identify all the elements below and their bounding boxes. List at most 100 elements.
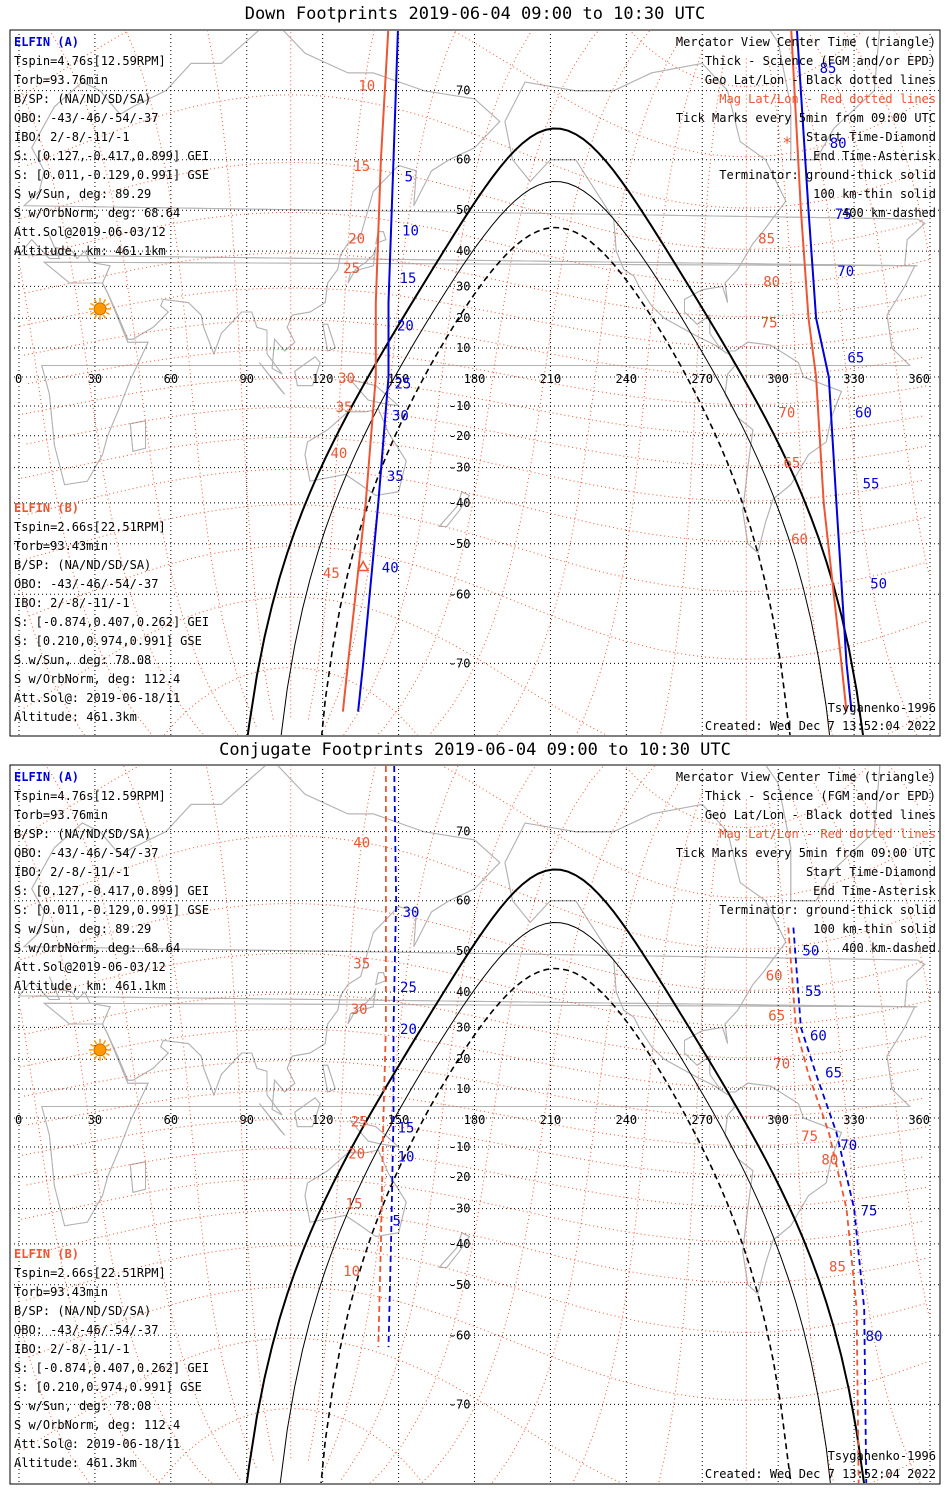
elfin-b-info-line: Torb=93.43min	[14, 1285, 108, 1299]
elfin-a-info-line: Torb=93.76min	[14, 808, 108, 822]
track-elfin-a-west	[357, 31, 399, 712]
track-label-b: 85	[829, 1260, 846, 1276]
lon-tick-label: 330	[843, 1113, 865, 1127]
landmass-outline	[349, 1120, 401, 1148]
track-elfin-b-east	[790, 31, 848, 712]
lat-tick-label: 50	[456, 944, 470, 958]
track-label-a: 55	[863, 476, 880, 492]
mag-grid	[18, 31, 930, 735]
mag-grid	[18, 766, 930, 1483]
legend-block: Mercator View Center Time (triangle) Thic…	[676, 770, 937, 955]
mag-grid-line	[746, 220, 923, 250]
lat-tick-label: -20	[449, 1170, 471, 1184]
mag-grid-line	[629, 31, 747, 87]
elfin-b-info-line: S: [-0.874,0.407,0.262] GEI	[14, 1361, 209, 1375]
mag-grid-line	[746, 1156, 924, 1176]
track-label-a: 60	[810, 1028, 827, 1044]
elfin-a-info-line: Altitude, km: 461.1km	[14, 979, 166, 993]
mag-grid-line	[420, 766, 656, 1483]
elfin-a-info-line: OBO: -43/-46/-54/-37	[14, 111, 159, 125]
track-label-a: 25	[394, 377, 411, 393]
mag-grid-line	[28, 348, 747, 405]
track-label-a: 5	[392, 1214, 400, 1230]
lon-tick-label: 60	[164, 1113, 178, 1127]
lat-tick-label: -10	[449, 399, 471, 413]
lon-tick-label: 360	[908, 372, 930, 386]
mag-grid-line	[19, 266, 154, 735]
sun-ray	[93, 314, 98, 319]
legend-line: Thick - Science (FGM and/or EPD)	[705, 789, 936, 803]
landmass-outline	[41, 261, 916, 486]
lon-tick-label: 300	[767, 1113, 789, 1127]
elfin-b-info-line: IBO: 2/-8/-11/-1	[14, 1342, 130, 1356]
track-label-b: 60	[791, 532, 808, 548]
elfin-b-header: ELFIN (B)	[14, 501, 79, 515]
track-label-b: 20	[348, 231, 365, 247]
lon-tick-label: 30	[88, 1113, 102, 1127]
track-label-b: 60	[766, 969, 783, 985]
track-label-b: 10	[343, 1264, 360, 1280]
sun-disc	[93, 1043, 107, 1057]
panel-title-down: Down Footprints 2019-06-04 09:00 to 10:3…	[244, 4, 706, 24]
track-label-a: 80	[830, 136, 847, 152]
track-label-a: 50	[870, 577, 887, 593]
elfin-b-info-line: S: [0.210,0.974,0.991] GSE	[14, 634, 202, 648]
axis-labels: 0 30 60 90 120 150 180 210 240 270 300 330 360102030…	[15, 825, 930, 1412]
elfin-b-info-line: IBO: 2/-8/-11/-1	[14, 596, 130, 610]
legend-line: Mag Lat/Lon - Red dotted lines	[719, 827, 936, 841]
legend-line: Mercator View Center Time (triangle)	[676, 770, 936, 784]
mag-grid-line	[575, 48, 704, 735]
track-label-b: 25	[343, 261, 360, 277]
sun-ray	[90, 1043, 95, 1048]
lon-tick-label: 360	[908, 1113, 930, 1127]
mag-grid-line	[28, 211, 747, 286]
map-area: 0 30 60 90 120 150 180 210 240 270 300 330 360102030…	[11, 766, 939, 1483]
lon-tick-label: 240	[615, 372, 637, 386]
panel-frame	[9, 764, 941, 1485]
track-label-b: 70	[773, 1056, 790, 1072]
track-label-b: 80	[821, 1153, 838, 1169]
track-label-a: 85	[820, 61, 837, 77]
mag-grid-line	[24, 993, 747, 1059]
elfin-b-info-line: S w/OrbNorm, deg: 112.4	[14, 672, 180, 686]
lat-tick-label: 10	[456, 341, 470, 355]
elfin-a-info-line: Tspin=4.76s[12.59RPM]	[14, 54, 166, 68]
elfin-b-info-line: S w/Sun, deg: 78.08	[14, 653, 151, 667]
track-label-a: 30	[403, 905, 420, 921]
lat-tick-label: 60	[456, 894, 470, 908]
land-layer	[17, 766, 926, 1295]
landmass-outline	[375, 972, 387, 986]
elfin-b-info-line: S w/Sun, deg: 78.08	[14, 1399, 151, 1413]
elfin-b-info-line: S: [-0.874,0.407,0.262] GEI	[14, 615, 209, 629]
track-label-a: 65	[847, 351, 864, 367]
terminator-ground	[246, 127, 865, 735]
mag-grid-line	[428, 31, 651, 735]
sun-ray	[90, 1052, 95, 1057]
info-block-elfin-b: ELFIN (B) Tspin=2.66s[22.51RPM] Torb=93.43…	[14, 1247, 209, 1470]
track-label-a: 55	[805, 984, 822, 1000]
track-label-b: 85	[758, 231, 775, 247]
terminator-layer	[246, 127, 865, 735]
elfin-a-info-line: S w/Sun, deg: 89.29	[14, 922, 151, 936]
elfin-b-info-line: S w/OrbNorm, deg: 112.4	[14, 1418, 180, 1432]
map-panel-down: 0 30 60 90 120 150 180 210 240 270 300 330 360 10 20 30…	[9, 29, 941, 737]
mag-grid-line	[28, 1089, 747, 1146]
track-label-a: 25	[400, 980, 417, 996]
sun-icon	[88, 1038, 111, 1061]
elfin-b-info-line: Att.Sol@: 2019-06-18/11	[14, 1437, 180, 1451]
elfin-a-info-line: IBO: 2/-8/-11/-1	[14, 130, 130, 144]
landmass-outline	[17, 766, 926, 1116]
mag-grid-line	[884, 714, 924, 735]
mag-grid-line	[324, 31, 456, 727]
track-label-a: 65	[825, 1065, 842, 1081]
sun-icon	[88, 297, 111, 320]
lon-tick-label: 90	[240, 1113, 254, 1127]
lon-tick-label: 240	[615, 1113, 637, 1127]
panel-title-conjugate: Conjugate Footprints 2019-06-04 09:00 to…	[219, 740, 731, 760]
track-label-b: 45	[323, 566, 340, 582]
legend-line: 400 km-dashed	[842, 941, 936, 955]
mag-grid-line	[658, 796, 726, 1483]
lat-tick-label: 30	[456, 1020, 470, 1034]
elfin-a-info-line: Att.Sol@2019-06-03/12	[14, 225, 166, 239]
lon-tick-label: 0	[15, 1113, 22, 1127]
